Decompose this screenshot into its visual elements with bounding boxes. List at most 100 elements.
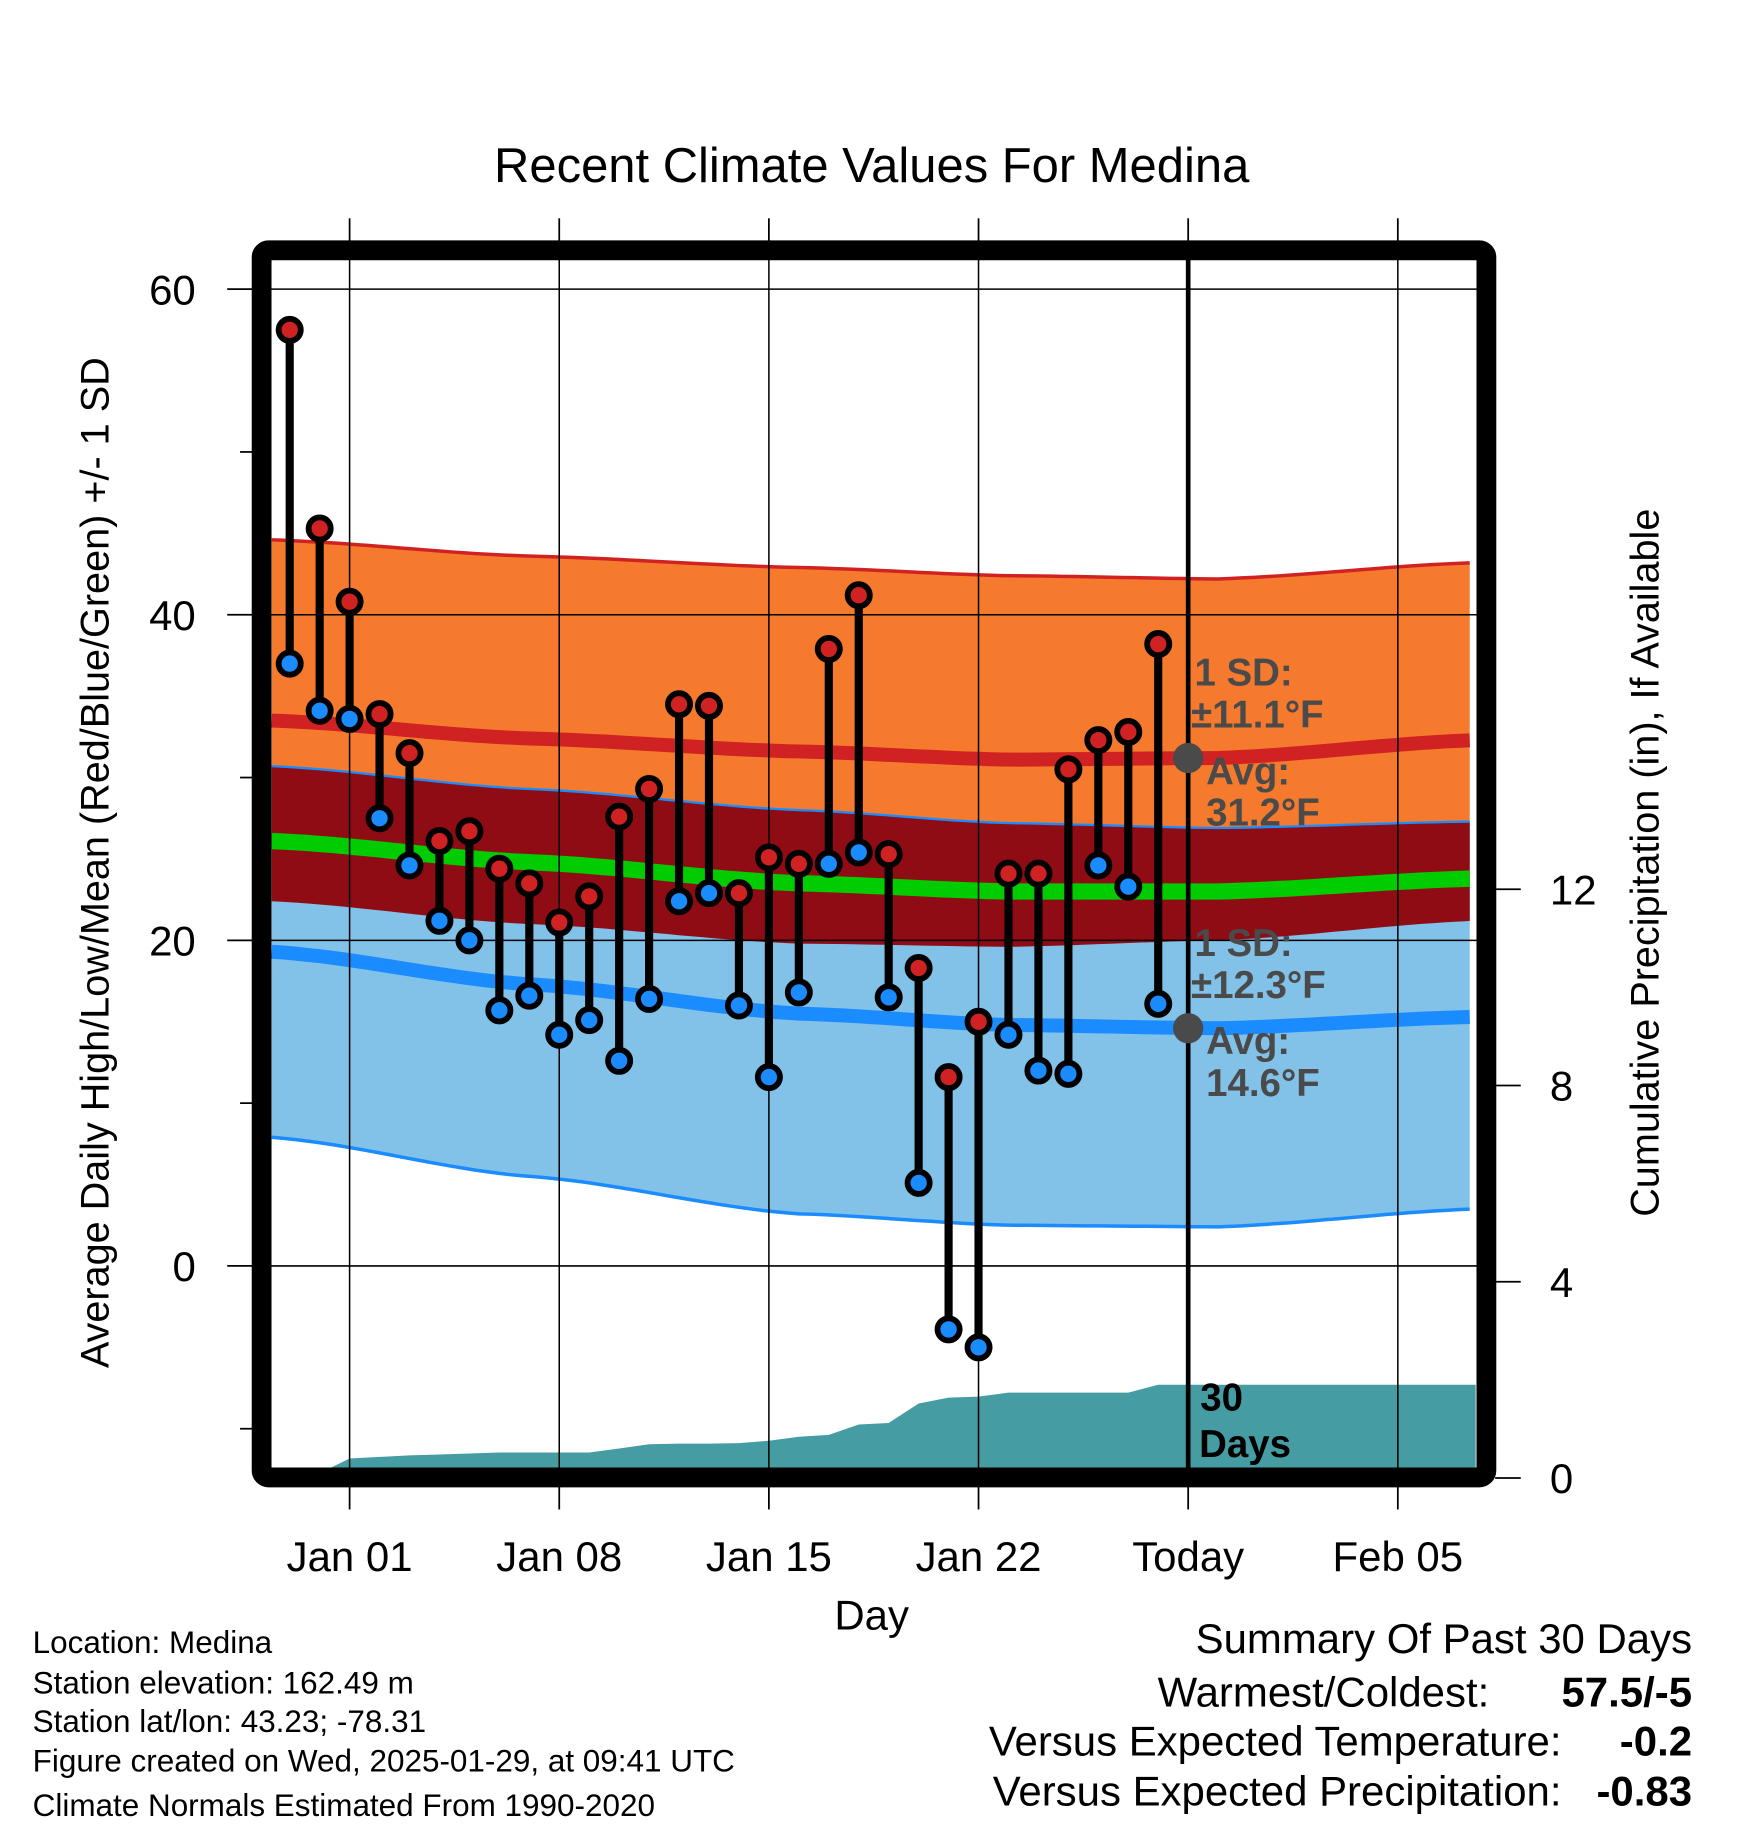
low-lower-line [271, 1135, 1470, 1229]
low-point [814, 849, 843, 878]
low-point [695, 879, 723, 908]
low-point [635, 984, 664, 1013]
low-point [1114, 872, 1143, 901]
high-point [874, 840, 903, 869]
low-point [515, 981, 544, 1010]
day-dec-31 [305, 514, 334, 725]
summary-temp-value: -0.2 [1620, 1717, 1692, 1764]
low-upper-line [271, 764, 1470, 830]
low-point [425, 906, 454, 935]
high-point [665, 690, 694, 719]
low-avg-marker [1173, 1013, 1204, 1044]
chart-title: Recent Climate Values For Medina [494, 139, 1250, 193]
y-axis-label: Average Daily High/Low/Mean (Red/Blue/Gr… [73, 357, 117, 1368]
low-point [665, 887, 694, 916]
high-point [425, 827, 454, 856]
low-point [964, 1333, 993, 1362]
x-tick-label: Feb 05 [1333, 1533, 1464, 1580]
day-jan-04 [425, 827, 454, 935]
y2-tick-label: 12 [1550, 866, 1597, 913]
summary: Summary Of Past 30 Days Warmest/Coldest:… [989, 1615, 1692, 1815]
low-point [305, 696, 334, 725]
high-point [605, 802, 634, 831]
low-point [335, 704, 364, 733]
high-point [754, 843, 783, 872]
high-point [844, 581, 873, 610]
day-jan-07 [515, 869, 544, 1010]
high-point [964, 1007, 993, 1036]
high-point [485, 854, 514, 883]
y-tick-label: 40 [149, 592, 196, 639]
day-jan-15 [754, 843, 783, 1092]
high-sd-label: 1 SD: [1194, 652, 1292, 695]
high-point [635, 774, 664, 803]
normal-high-line [271, 713, 1470, 767]
high-point [904, 954, 933, 982]
x-tick-label: Today [1132, 1533, 1244, 1580]
summary-title: Summary Of Past 30 Days [1196, 1615, 1692, 1662]
x-tick-label: Jan 22 [916, 1533, 1042, 1580]
info-created: Figure created on Wed, 2025-01-29, at 09… [33, 1744, 735, 1779]
day-jan-24 [1024, 859, 1053, 1085]
high-point [994, 859, 1023, 888]
daily-points [275, 315, 1173, 1362]
high-point [395, 739, 424, 768]
y-tick-label: 60 [149, 266, 196, 313]
day-jan-22 [964, 1007, 993, 1362]
low-point [545, 1020, 574, 1049]
plot-frame [251, 240, 1497, 1488]
high-point [724, 879, 753, 908]
low-point [994, 1020, 1023, 1049]
info-normals: Climate Normals Estimated From 1990-2020 [33, 1788, 655, 1823]
high-point [695, 691, 723, 720]
high-avg-marker [1173, 742, 1204, 774]
day-jan-03 [395, 739, 424, 880]
info-location: Location: Medina [33, 1625, 273, 1660]
x-tick-label: Jan 15 [706, 1533, 832, 1580]
high-point [934, 1063, 963, 1092]
high-sd-value: ±11.1°F [1191, 694, 1324, 737]
high-point [575, 882, 604, 911]
y2-tick-label: 0 [1550, 1455, 1573, 1502]
low-point [275, 649, 304, 678]
annotations: 1 SD: ±11.1°F Avg: 31.2°F 1 SD: ±12.3°F … [1191, 652, 1326, 1466]
day-jan-26 [1084, 726, 1113, 880]
low-point [874, 983, 903, 1012]
high-point [1054, 755, 1083, 784]
day-jan-09 [575, 882, 604, 1035]
low-sd-value: ±12.3°F [1191, 964, 1326, 1007]
high-point [1084, 726, 1113, 755]
high-point [515, 869, 544, 898]
day-jan-11 [635, 774, 664, 1013]
day-jan-14 [724, 879, 753, 1020]
summary-temp-label: Versus Expected Temperature: [989, 1717, 1562, 1764]
day-jan-10 [605, 802, 634, 1075]
low-point [605, 1046, 634, 1075]
summary-precip-label: Versus Expected Precipitation: [993, 1767, 1562, 1814]
y2-tick-label: 8 [1550, 1063, 1573, 1110]
day-jan-13 [695, 691, 723, 908]
x-tick-label: Jan 08 [496, 1533, 622, 1580]
high-avg-label: Avg: [1206, 751, 1290, 794]
plot-area [270, 259, 1477, 1469]
day-jan-19 [874, 840, 903, 1012]
low-point [934, 1315, 963, 1344]
high-point [1024, 859, 1053, 888]
day-jan-17 [814, 634, 843, 878]
y2-axis-label: Cumulative Precipitation (in), If Availa… [1623, 509, 1667, 1217]
day-jan-18 [844, 581, 873, 867]
low-point [904, 1168, 933, 1197]
low-point [844, 838, 873, 867]
low-point [395, 851, 424, 880]
low-sd-label: 1 SD: [1194, 922, 1292, 965]
day-jan-27 [1114, 717, 1143, 901]
high-point [1114, 717, 1143, 746]
high-point [784, 849, 813, 878]
y-tick-label: 0 [172, 1243, 195, 1290]
info-latlon: Station lat/lon: 43.23; -78.31 [33, 1704, 426, 1739]
low-point [1024, 1056, 1053, 1085]
low-avg-label: Avg: [1206, 1020, 1290, 1063]
low-point [784, 978, 813, 1007]
